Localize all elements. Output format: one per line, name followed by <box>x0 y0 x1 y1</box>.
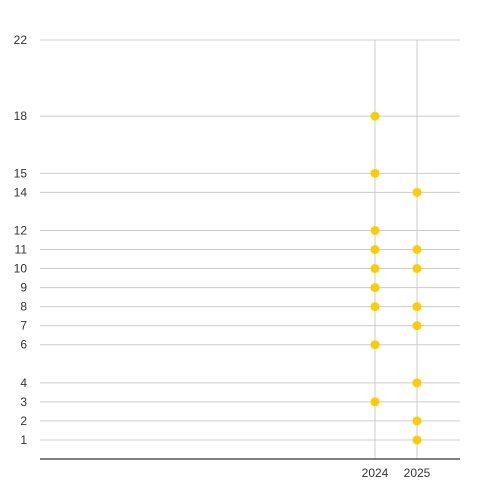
data-point <box>370 111 380 121</box>
data-point <box>412 435 422 445</box>
data-point <box>370 168 380 178</box>
grid-layer <box>40 39 460 459</box>
y-tick-label: 3 <box>20 395 27 409</box>
y-tick-label: 6 <box>20 338 27 352</box>
y-tick-label: 15 <box>14 166 28 180</box>
data-point <box>412 378 422 388</box>
data-point-layer <box>370 111 422 445</box>
y-tick-label: 1 <box>20 433 27 447</box>
y-tick-label: 18 <box>14 109 28 123</box>
data-point <box>370 302 380 312</box>
y-tick-label: 11 <box>15 243 28 257</box>
x-tick-label: 2024 <box>362 466 389 480</box>
data-point <box>412 416 422 426</box>
y-tick-label: 2 <box>20 414 27 428</box>
data-point <box>370 397 380 407</box>
data-point <box>370 340 380 350</box>
y-tick-label: 4 <box>20 376 27 390</box>
data-point <box>370 245 380 254</box>
data-point <box>412 245 422 254</box>
data-point <box>412 264 422 274</box>
y-tick-label: 22 <box>14 33 28 47</box>
y-tick-label: 7 <box>20 319 27 333</box>
y-tick-label: 8 <box>20 300 27 314</box>
y-tick-label: 9 <box>20 281 27 295</box>
data-point <box>370 283 380 293</box>
data-point <box>412 321 422 331</box>
data-point <box>412 187 422 197</box>
data-point <box>412 302 422 312</box>
data-point <box>370 264 380 274</box>
data-point <box>370 225 380 235</box>
y-tick-label: 10 <box>14 262 28 276</box>
x-tick-label: 2025 <box>404 466 431 480</box>
y-tick-label: 14 <box>14 185 28 199</box>
y-tick-label: 12 <box>14 223 28 237</box>
